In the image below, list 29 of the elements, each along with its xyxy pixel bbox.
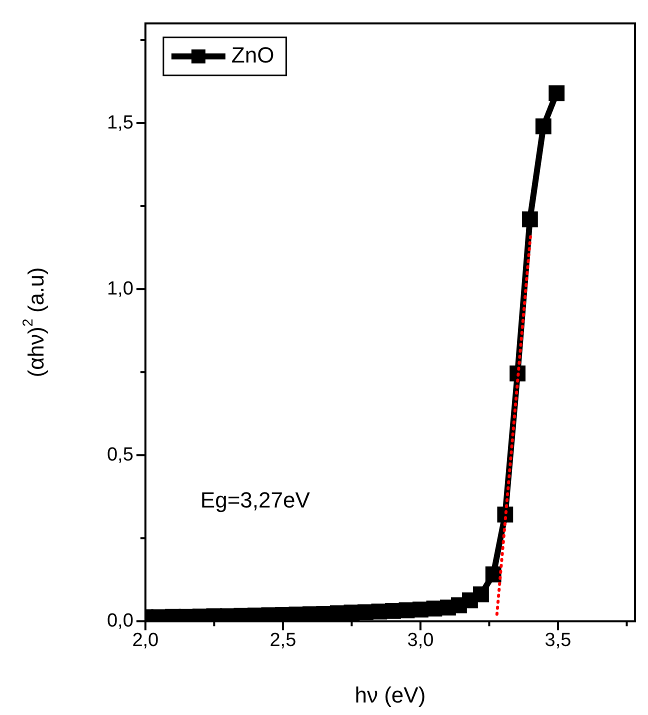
point — [412, 602, 428, 618]
point — [426, 600, 442, 617]
y-tick-label: 0,0 — [106, 610, 134, 632]
point — [385, 602, 401, 619]
point — [535, 118, 552, 134]
point — [330, 605, 346, 622]
point — [548, 85, 565, 102]
annotation: Eg=3,27eV — [200, 488, 310, 513]
point — [485, 566, 502, 582]
point — [274, 606, 291, 622]
point — [473, 586, 489, 602]
legend-label: ZnO — [231, 42, 274, 68]
point — [302, 606, 318, 622]
x-tick-label: 3,5 — [544, 630, 572, 651]
point — [344, 604, 360, 621]
point — [462, 592, 478, 608]
point — [451, 597, 467, 614]
x-tick-label: 2,5 — [270, 630, 296, 651]
y-tick-label: 0,5 — [106, 444, 134, 466]
point — [522, 211, 538, 228]
x-tick-label: 2,0 — [132, 630, 159, 651]
x-tick-label: 3,0 — [407, 630, 434, 651]
point — [398, 602, 415, 618]
x-axis-title: hν (eV) — [354, 682, 426, 708]
y-axis-title: (αhν)2 (a.u) — [20, 267, 48, 378]
point — [371, 604, 388, 620]
point — [358, 604, 374, 620]
y-tick-label: 1,0 — [106, 278, 134, 300]
y-tick-label: 1,5 — [106, 112, 134, 134]
